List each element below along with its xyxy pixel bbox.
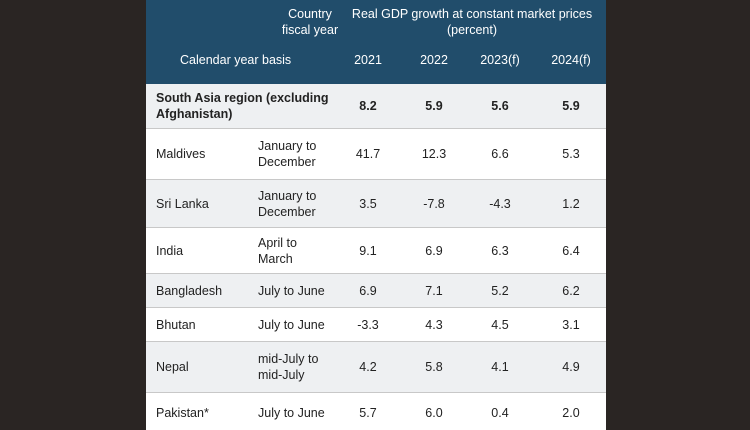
value-cell: 6.9 — [359, 283, 377, 298]
value-cell: 5.8 — [425, 360, 443, 374]
value-cell: 2.0 — [562, 406, 580, 420]
value-cell: 5.9 — [425, 99, 443, 113]
gdp-table: Country fiscal year Real GDP growth at c… — [146, 0, 606, 430]
fiscal-year-cell: April to March — [258, 228, 350, 273]
value-cell: 5.9 — [562, 99, 580, 113]
fiscal-year-cell: mid-July to mid-July — [258, 342, 350, 392]
fy-line2: March — [258, 251, 293, 266]
year-header: 2021 — [354, 53, 382, 67]
country-cell: Nepal — [156, 360, 189, 374]
fy-line1: April to — [258, 235, 297, 250]
value-cell: 5.2 — [491, 283, 509, 298]
growth-header-line1: Real GDP growth at constant market price… — [351, 7, 593, 21]
region-label-line1: South Asia region (excluding — [156, 91, 329, 105]
calendar-basis-label: Calendar year basis — [180, 53, 292, 67]
region-row: South Asia region (excluding Afghanistan)… — [146, 84, 606, 129]
fiscal-year-cell: July to June — [258, 317, 325, 332]
value-cell: 6.0 — [425, 406, 443, 420]
value-cell: 1.2 — [562, 196, 580, 211]
year-header: 2023(f) — [480, 53, 520, 67]
country-cell: Pakistan* — [156, 406, 209, 420]
table-row: Bangladesh July to June 6.9 7.1 5.2 6.2 — [146, 274, 606, 308]
value-cell: 6.6 — [491, 147, 509, 161]
table-row: India April to March 9.1 6.9 6.3 6.4 — [146, 228, 606, 274]
fy-line1: January to — [258, 139, 317, 153]
year-header: 2024(f) — [551, 53, 591, 67]
country-cell: Bhutan — [156, 317, 196, 332]
value-cell: 8.2 — [359, 99, 377, 113]
value-cell: -7.8 — [423, 196, 445, 211]
value-cell: 4.2 — [359, 360, 377, 374]
fy-line2: mid-July — [258, 368, 305, 382]
value-cell: 9.1 — [359, 243, 377, 258]
value-cell: -4.3 — [489, 196, 511, 211]
country-cell: India — [156, 243, 184, 258]
year-header: 2022 — [420, 53, 448, 67]
fy-line2: December — [258, 204, 316, 219]
value-cell: 4.1 — [491, 360, 509, 374]
fy-line1: mid-July to — [258, 352, 319, 366]
value-cell: 41.7 — [355, 147, 381, 161]
region-label: South Asia region (excluding Afghanistan) — [156, 84, 346, 128]
fy-line1: January to — [258, 188, 317, 203]
value-cell: 6.2 — [562, 283, 580, 298]
table-row: Bhutan July to June -3.3 4.3 4.5 3.1 — [146, 308, 606, 342]
value-cell: 5.6 — [491, 99, 509, 113]
value-cell: -3.3 — [357, 317, 379, 332]
value-cell: 5.7 — [359, 406, 377, 420]
fiscal-year-header: Country fiscal year — [260, 6, 360, 38]
fiscal-year-cell: January to December — [258, 180, 350, 227]
value-cell: 4.3 — [425, 317, 443, 332]
table-row: Maldives January to December 41.7 12.3 6.… — [146, 129, 606, 180]
country-cell: Maldives — [156, 147, 206, 161]
value-cell: 12.3 — [421, 147, 447, 161]
growth-header: Real GDP growth at constant market price… — [342, 6, 602, 38]
fy-header-line1: Country — [288, 7, 332, 21]
value-cell: 7.1 — [425, 283, 443, 298]
value-cell: 3.1 — [562, 317, 580, 332]
fiscal-year-cell: July to June — [258, 283, 325, 298]
value-cell: 0.4 — [491, 406, 509, 420]
value-cell: 4.9 — [562, 360, 580, 374]
table-header: Country fiscal year Real GDP growth at c… — [146, 0, 606, 84]
value-cell: 3.5 — [359, 196, 377, 211]
fiscal-year-cell: July to June — [258, 406, 325, 420]
country-cell: Bangladesh — [156, 283, 223, 298]
value-cell: 4.5 — [491, 317, 509, 332]
growth-header-line2: (percent) — [446, 23, 498, 37]
country-cell: Sri Lanka — [156, 196, 209, 211]
fy-line2: December — [258, 155, 316, 169]
table-row: Nepal mid-July to mid-July 4.2 5.8 4.1 4.… — [146, 342, 606, 393]
region-label-line2: Afghanistan) — [156, 107, 233, 121]
value-cell: 5.3 — [562, 147, 580, 161]
fy-header-line2: fiscal year — [281, 23, 339, 37]
value-cell: 6.3 — [491, 243, 509, 258]
table-row: Sri Lanka January to December 3.5 -7.8 -4… — [146, 180, 606, 228]
table-body: South Asia region (excluding Afghanistan)… — [146, 84, 606, 430]
fiscal-year-cell: January to December — [258, 129, 350, 179]
value-cell: 6.4 — [562, 243, 580, 258]
table-row: Pakistan* July to June 5.7 6.0 0.4 2.0 — [146, 393, 606, 430]
value-cell: 6.9 — [425, 243, 443, 258]
